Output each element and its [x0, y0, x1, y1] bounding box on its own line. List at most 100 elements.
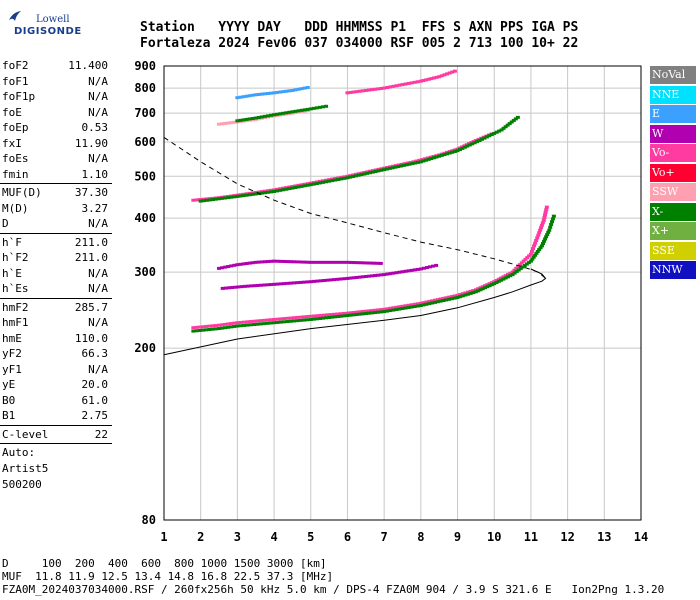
x-tick-label: 7 [381, 530, 388, 544]
echo-point [379, 168, 384, 172]
echo-point [284, 186, 289, 190]
y-tick-label: 800 [134, 81, 156, 95]
echo-point [394, 84, 399, 88]
lowell-bird-icon [9, 11, 21, 21]
echo-point [302, 86, 307, 90]
echo-point [489, 281, 494, 285]
echo-point [532, 244, 537, 248]
echo-point [288, 319, 293, 323]
echo-point [379, 86, 384, 90]
echo-point [235, 194, 240, 198]
echo-point [525, 256, 530, 260]
echo-point [278, 188, 283, 192]
echo-point [537, 248, 542, 252]
echo-point [549, 222, 554, 226]
param-row: M(D) 3.27 [0, 201, 112, 217]
footer-distance-row: D 100 200 400 600 800 1000 1500 3000 [km… [2, 557, 327, 570]
param-row: hmE 110.0 [0, 331, 112, 347]
echo-point [397, 305, 402, 309]
echo-point [370, 170, 375, 174]
echo-point [223, 286, 228, 290]
echo-point [463, 291, 468, 295]
echo-point [265, 114, 270, 118]
echo-point [494, 281, 499, 285]
echo-point [391, 271, 396, 275]
echo-point [259, 92, 264, 96]
digisonde-logo: Lowell DIGISONDE [6, 8, 81, 44]
echo-point [295, 281, 300, 285]
echo-point [533, 253, 538, 257]
echo-point [324, 178, 329, 182]
echo-point [223, 322, 228, 326]
echo-point [210, 198, 215, 202]
echo-point [235, 321, 240, 325]
echo-point [293, 88, 298, 92]
echo-point [342, 311, 347, 315]
echo-point [432, 300, 437, 304]
echo-point [235, 96, 240, 100]
echo-point [295, 315, 300, 319]
echo-point [431, 156, 436, 160]
echo-point [296, 183, 301, 187]
echo-point [485, 285, 490, 289]
echo-point [299, 183, 304, 187]
echo-point [296, 185, 301, 189]
echo-point [382, 307, 387, 311]
echo-point [385, 272, 390, 276]
param-row: yF2 66.3 [0, 346, 112, 362]
brand-top: Lowell [36, 14, 70, 25]
param-value: 285.7 [74, 300, 108, 314]
param-name: foE [2, 105, 22, 119]
echo-point [533, 241, 538, 245]
echo-point [399, 164, 404, 168]
echo-point [265, 321, 270, 325]
echo-point [418, 301, 423, 305]
param-row: foE N/A [0, 105, 112, 121]
echo-point [348, 174, 353, 178]
echo-point [505, 275, 510, 279]
echo-point [229, 322, 234, 326]
echo-point [382, 168, 387, 172]
echo-point [432, 298, 437, 302]
echo-point [290, 110, 295, 114]
echo-point [245, 320, 250, 324]
echo-point [489, 283, 494, 287]
echo-point [265, 260, 270, 264]
station-header: Station YYYY DAY DDD HHMMSS P1 FFS S AXN… [140, 20, 578, 52]
echo-point [220, 323, 225, 327]
echo-point [348, 260, 353, 264]
echo-point [293, 109, 298, 113]
echo-point [226, 325, 231, 329]
echo-point [487, 284, 492, 288]
echo-point [503, 274, 508, 278]
echo-point [250, 261, 255, 265]
echo-point [269, 91, 274, 95]
echo-point [272, 282, 277, 286]
auto-scaling-line3: 500200 [2, 478, 42, 491]
footer-file-info: FZA0M_2024037034000.RSF / 260fx256h 50 k… [2, 583, 665, 596]
echo-point [324, 104, 329, 108]
echo-point [441, 296, 446, 300]
param-value: 11.90 [74, 136, 108, 150]
echo-point [437, 75, 442, 79]
echo-point [542, 216, 547, 220]
echo-point [284, 89, 289, 93]
echo-point [255, 319, 260, 323]
echo-point [296, 87, 301, 91]
param-row: D N/A [0, 216, 112, 232]
echo-point [262, 189, 267, 193]
legend-item: W [650, 124, 696, 143]
echo-point [463, 293, 468, 297]
echo-point [418, 79, 423, 83]
echo-point [321, 105, 325, 109]
echo-point [485, 283, 490, 287]
echo-point [325, 278, 330, 282]
echo-trace [345, 69, 457, 95]
echo-point [241, 118, 246, 122]
echo-point [466, 292, 471, 296]
echo-point [345, 313, 350, 317]
echo-point [480, 285, 485, 289]
echo-point [314, 180, 319, 184]
echo-point [400, 83, 405, 87]
echo-point [336, 176, 341, 180]
